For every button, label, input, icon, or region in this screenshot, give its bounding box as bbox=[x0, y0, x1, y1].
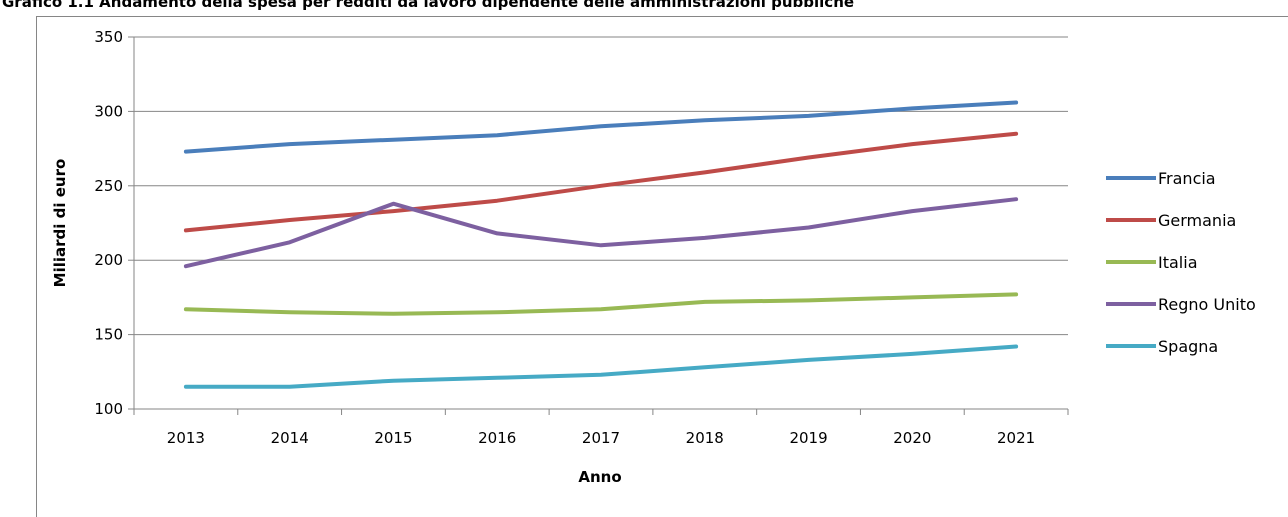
series-line-spagna bbox=[183, 344, 1019, 389]
legend-label: Germania bbox=[1158, 211, 1236, 230]
legend-label: Regno Unito bbox=[1158, 295, 1256, 314]
x-tick-label: 2015 bbox=[374, 429, 412, 447]
legend-label: Spagna bbox=[1158, 337, 1218, 356]
x-tick-label: 2018 bbox=[686, 429, 724, 447]
x-tick-label: 2013 bbox=[167, 429, 205, 447]
series-line-italia bbox=[183, 292, 1019, 316]
x-tick-label: 2020 bbox=[893, 429, 931, 447]
x-tick-label: 2019 bbox=[789, 429, 827, 447]
series-line-regno-unito bbox=[183, 197, 1019, 269]
y-tick-label: 150 bbox=[94, 326, 123, 344]
chart-frame bbox=[36, 16, 1288, 517]
y-tick-label: 300 bbox=[94, 102, 123, 120]
legend-item: Regno Unito bbox=[1106, 295, 1256, 314]
series-line-francia bbox=[183, 100, 1019, 154]
y-axis-title: Miliardi di euro bbox=[51, 159, 69, 288]
x-tick-label: 2014 bbox=[271, 429, 309, 447]
y-tick-label: 200 bbox=[94, 251, 123, 269]
x-tick-label: 2016 bbox=[478, 429, 516, 447]
page-title: Grafico 1.1 Andamento della spesa per re… bbox=[2, 0, 855, 11]
legend-item: Germania bbox=[1106, 211, 1236, 230]
x-tick-label: 2017 bbox=[582, 429, 620, 447]
series-lines bbox=[183, 100, 1019, 389]
gridlines bbox=[134, 36, 1068, 336]
legend-item: Italia bbox=[1106, 253, 1198, 272]
legend-label: Francia bbox=[1158, 169, 1216, 188]
legend-item: Francia bbox=[1106, 169, 1216, 188]
x-axis-title: Anno bbox=[578, 468, 621, 486]
series-line-germania bbox=[183, 131, 1019, 233]
legend-label: Italia bbox=[1158, 253, 1198, 272]
tick-labels: 100 150 200 250 300 350 2013 2014 2015 2016 2017 20… bbox=[94, 28, 1035, 447]
axes bbox=[128, 36, 1069, 415]
y-tick-label: 100 bbox=[94, 400, 123, 418]
x-tick-label: 2021 bbox=[997, 429, 1035, 447]
legend-item: Spagna bbox=[1106, 337, 1218, 356]
y-tick-label: 350 bbox=[94, 28, 123, 46]
legend: Francia Germania Italia Regno Unito Spagna bbox=[1106, 169, 1256, 356]
y-tick-label: 250 bbox=[94, 177, 123, 195]
